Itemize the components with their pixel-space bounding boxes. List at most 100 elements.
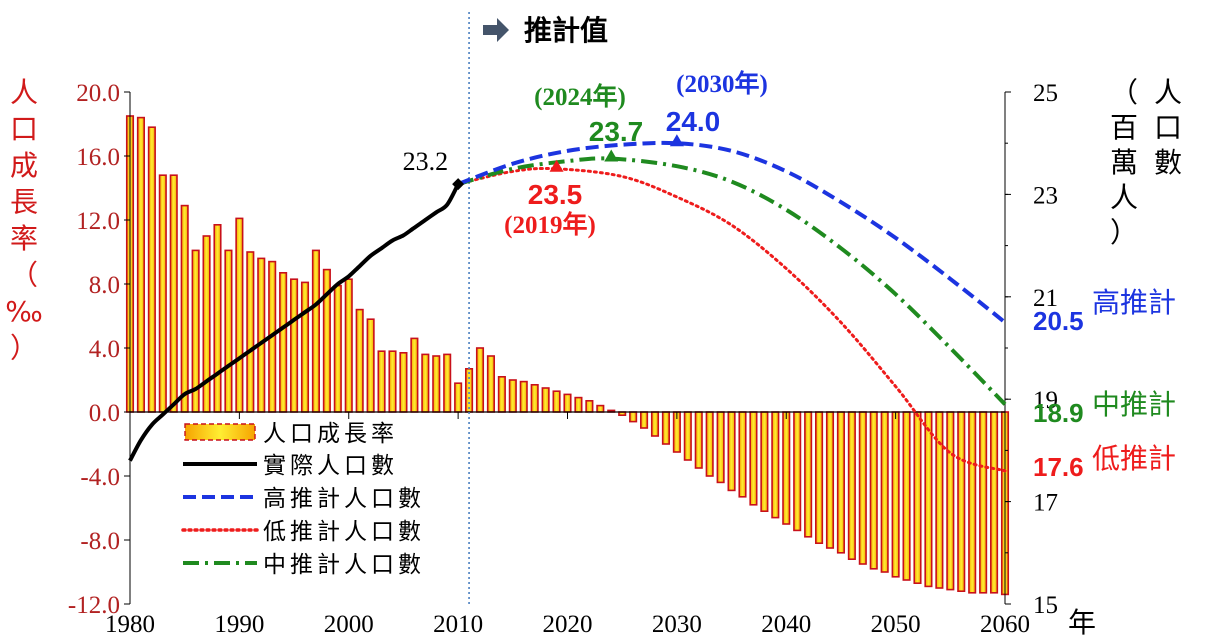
growth-bar-1999 [333,284,342,413]
x-tick-label: 2050 [871,611,921,637]
growth-bar-1992 [257,257,266,413]
growth-bar-2015 [508,379,517,413]
growth-bar-1997 [311,249,320,413]
growth-bar-2014 [497,375,506,413]
medium-peak-value-label: 23.7 [589,116,644,147]
high-projection-line [457,140,1007,324]
medium-end-value-label: 18.9 [1033,398,1084,428]
growth-bar-1989 [224,249,233,413]
growth-bar-2051 [902,411,911,581]
x-tick-label: 2020 [543,611,593,637]
x-tick-label: 2030 [652,611,702,637]
legend-label: 實際人口數 [263,453,398,479]
growth-bar-1984 [169,174,178,413]
right-tick-label: 23 [1033,182,1058,209]
projection-header-label: 推計值 [524,14,608,47]
growth-bar-2010 [454,382,463,413]
growth-bar-2017 [530,383,539,413]
growth-bar-2037 [749,411,758,506]
x-unit-label: 年 [1068,607,1096,637]
x-tick-label: 2040 [761,611,811,637]
growth-bar-2028 [650,411,660,437]
growth-bar-2056 [957,411,966,592]
legend-swatch-growth [184,423,256,441]
growth-bar-2007 [421,353,430,413]
right-tick-label: 19 [1033,387,1058,414]
growth-bar-2019 [552,390,561,413]
growth-bar-2058 [979,411,988,594]
right-axis-title-char: 人 [1110,181,1138,214]
left-tick-label: 16.0 [76,144,120,171]
left-axis-title-char: 口 [10,113,38,146]
right-tick-label: 15 [1033,592,1058,619]
growth-bar-2041 [793,411,802,532]
growth-bar-2052 [913,411,922,584]
right-axis-title-char: 口 [1154,111,1182,144]
growth-bar-2047 [858,411,867,565]
growth-bar-1981 [136,116,145,413]
low-projection-line [456,166,1007,473]
growth-bar-2045 [836,411,845,554]
actual-end-marker [452,178,465,191]
high-end-name-label: 高推計 [1092,286,1176,319]
left-axis-title-char: ‰ [5,295,43,328]
high-peak-marker [669,134,684,147]
growth-bar-2049 [880,411,889,573]
growth-bar-2034 [716,411,725,484]
growth-bar-2046 [847,411,856,560]
left-axis-title-char: 長 [10,186,38,219]
growth-bar-2023 [596,404,605,413]
medium-peak-marker [604,149,619,162]
growth-bar-2057 [968,411,977,594]
growth-bar-1990 [235,217,244,413]
growth-bar-1987 [202,235,211,413]
right-axis-title-char: 百 [1110,111,1138,144]
growth-bar-2006 [410,337,419,413]
growth-bar-1996 [300,281,310,413]
right-axis-title-char: ） [1110,216,1138,249]
growth-bar-2000 [344,278,353,413]
left-axis-title-char: 人 [10,76,38,109]
growth-bar-1994 [279,271,288,413]
growth-bar-2005 [399,351,408,413]
actual-population-line [128,183,460,462]
low-peak-marker [549,159,564,172]
growth-bar-2032 [694,411,703,469]
right-arrow-icon [483,18,509,42]
low-end-value-label: 17.6 [1033,452,1084,482]
growth-bar-2033 [705,411,714,477]
growth-bar-2013 [486,355,495,413]
growth-bar-1991 [246,251,255,413]
left-tick-label: 4.0 [89,336,120,363]
right-axis-title-char: （ [1110,76,1138,109]
left-tick-label: 0.0 [89,400,120,427]
x-tick-label: 2010 [433,611,483,637]
growth-bar-2008 [432,355,441,413]
growth-bar-2026 [629,411,638,423]
left-axis-title-char: （ [10,259,38,292]
left-axis-title-char: ） [10,332,38,365]
growth-bar-2036 [738,411,747,498]
high-peak-year-label: (2030年) [676,69,768,98]
growth-bar-2031 [683,411,692,461]
right-tick-label: 25 [1033,80,1058,107]
growth-bar-2050 [891,411,900,578]
growth-bar-2059 [990,411,999,594]
x-tick-label: 2060 [980,611,1030,637]
legend-label: 人口成長率 [263,421,398,447]
right-axis-title-char: 萬 [1110,146,1138,179]
x-tick-label: 1990 [214,611,264,637]
legend-label: 高推計人口數 [263,486,425,512]
population-lines [128,134,1007,473]
growth-bar-2020 [563,393,572,413]
growth-bar-2053 [924,411,933,588]
actual-end-label: 23.2 [403,147,449,176]
medium-end-name-label: 中推計 [1092,388,1176,421]
left-tick-label: 20.0 [76,80,120,107]
left-tick-label: -8.0 [80,528,120,555]
x-tick-label: 2000 [324,611,374,637]
x-tick-label: 1980 [105,611,155,637]
growth-bar-2011 [465,367,474,413]
left-tick-label: 8.0 [89,272,120,299]
